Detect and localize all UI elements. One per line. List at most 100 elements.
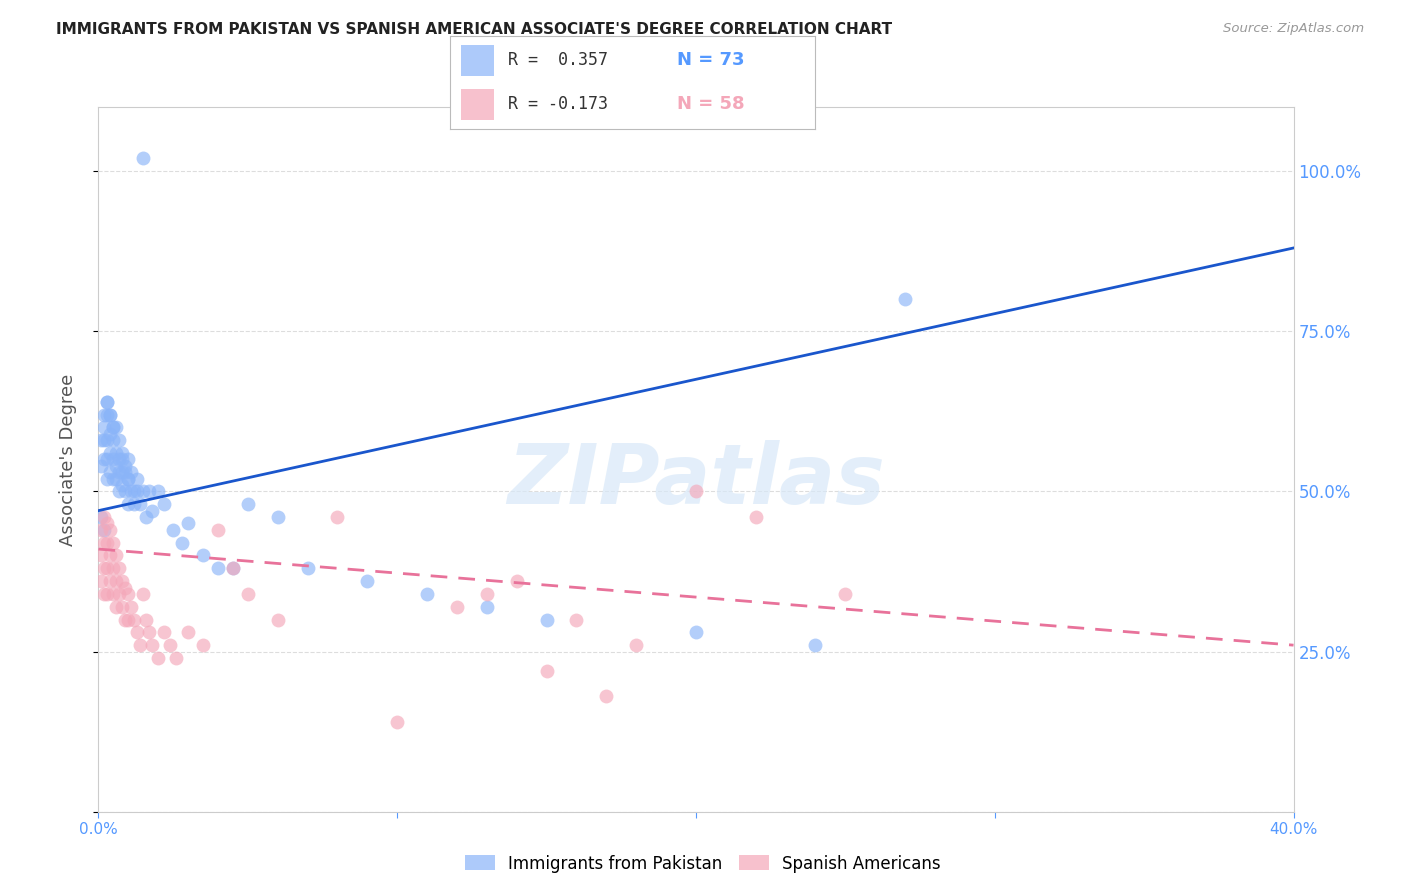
Point <box>141 503 163 517</box>
Point <box>111 452 134 467</box>
Point <box>117 613 139 627</box>
Point <box>105 446 128 460</box>
Point <box>93 452 115 467</box>
Point <box>685 625 707 640</box>
Point <box>90 458 112 473</box>
Point <box>90 574 112 588</box>
Point <box>98 446 122 460</box>
Point <box>96 516 118 531</box>
Point <box>117 472 139 486</box>
Point <box>93 535 115 549</box>
Point <box>138 484 160 499</box>
Point <box>894 292 917 306</box>
Point <box>117 472 139 486</box>
Point <box>98 408 122 422</box>
Point <box>177 625 200 640</box>
Point <box>111 446 134 460</box>
Point <box>98 408 122 422</box>
Point <box>745 510 768 524</box>
Point <box>595 690 617 704</box>
Point <box>108 587 131 601</box>
Point <box>108 452 131 467</box>
Point <box>177 516 200 531</box>
Point <box>172 535 194 549</box>
Point <box>138 625 160 640</box>
Point <box>96 433 118 447</box>
Point <box>135 510 157 524</box>
Point <box>90 549 112 563</box>
Point <box>93 561 115 575</box>
Point <box>141 638 163 652</box>
Point <box>416 587 439 601</box>
Point <box>114 581 136 595</box>
Y-axis label: Associate's Degree: Associate's Degree <box>59 373 77 546</box>
Point <box>356 574 378 588</box>
Point <box>111 574 134 588</box>
Point <box>124 497 146 511</box>
Point <box>98 549 122 563</box>
Text: R =  0.357: R = 0.357 <box>509 52 609 70</box>
Point <box>114 465 136 479</box>
Point <box>117 497 139 511</box>
Point <box>103 452 125 467</box>
Point <box>222 561 245 575</box>
Point <box>103 587 125 601</box>
Point <box>93 408 115 422</box>
Point <box>96 561 118 575</box>
Point <box>236 587 259 601</box>
Point <box>129 638 152 652</box>
Point <box>162 523 184 537</box>
Point <box>111 465 134 479</box>
Point <box>153 497 176 511</box>
Point <box>111 478 134 492</box>
Point <box>159 638 181 652</box>
Point <box>207 523 229 537</box>
Point <box>103 420 125 434</box>
Point <box>93 523 115 537</box>
Point <box>117 587 139 601</box>
Point <box>108 433 131 447</box>
Point <box>105 549 128 563</box>
Point <box>105 574 128 588</box>
Point <box>98 523 122 537</box>
Point <box>506 574 529 588</box>
Point <box>124 484 146 499</box>
Text: IMMIGRANTS FROM PAKISTAN VS SPANISH AMERICAN ASSOCIATE'S DEGREE CORRELATION CHAR: IMMIGRANTS FROM PAKISTAN VS SPANISH AMER… <box>56 22 893 37</box>
Point <box>127 484 149 499</box>
Point <box>96 394 118 409</box>
Text: Source: ZipAtlas.com: Source: ZipAtlas.com <box>1223 22 1364 36</box>
Point <box>120 599 142 614</box>
Point <box>93 433 115 447</box>
Point <box>96 408 118 422</box>
Point <box>108 465 131 479</box>
Text: R = -0.173: R = -0.173 <box>509 95 609 113</box>
Point <box>114 613 136 627</box>
Point <box>132 484 155 499</box>
Point <box>96 587 118 601</box>
Point <box>124 613 146 627</box>
Point <box>267 613 290 627</box>
Point <box>565 613 588 627</box>
Point <box>127 472 149 486</box>
Point <box>93 510 115 524</box>
Text: N = 58: N = 58 <box>676 95 744 113</box>
Text: ZIPatlas: ZIPatlas <box>508 440 884 521</box>
Point <box>103 561 125 575</box>
Point <box>132 587 155 601</box>
Point <box>236 497 259 511</box>
Point <box>207 561 229 575</box>
Point <box>267 510 290 524</box>
Point <box>108 484 131 499</box>
Point <box>114 484 136 499</box>
Point <box>96 452 118 467</box>
Point <box>90 510 112 524</box>
Point <box>103 420 125 434</box>
Point <box>804 638 827 652</box>
Point <box>98 465 122 479</box>
Point <box>127 625 149 640</box>
Point <box>96 472 118 486</box>
Point <box>475 587 498 601</box>
Point <box>326 510 349 524</box>
Point <box>536 664 558 678</box>
Bar <box>461 89 494 120</box>
